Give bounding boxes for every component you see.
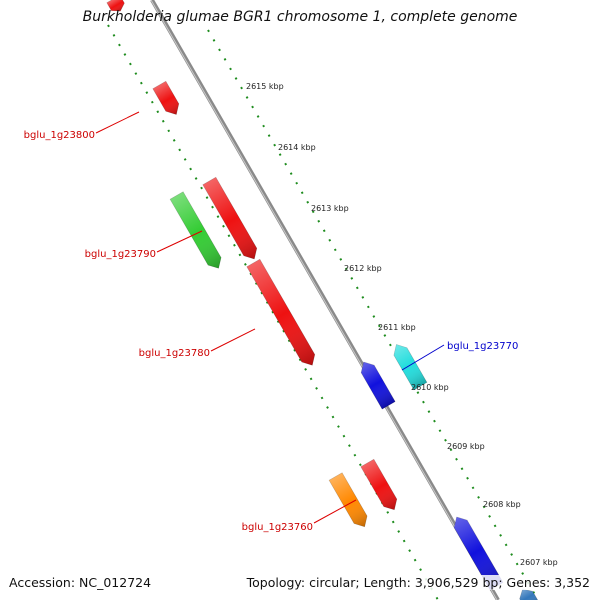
gene-feature-arrow[interactable] [152,80,183,118]
scale-label: 2609 kbp [447,442,485,451]
tick-track-outer [107,24,439,600]
chromosome-backbone-highlight [150,0,498,600]
gene-feature-arrow[interactable] [450,513,504,591]
leader-line [156,230,203,253]
accession-text: Accession: NC_012724 [9,575,152,590]
leader-line [313,499,357,524]
gene-feature-shading [170,191,222,269]
gene-feature-shading [360,459,397,510]
scale-label: 2608 kbp [483,500,521,509]
scale-label: 2612 kbp [344,264,382,273]
scale-label: 2611 kbp [378,323,416,332]
gene-features [106,0,540,600]
gene-feature-arrow[interactable] [246,258,319,369]
gene-feature-shading [202,177,257,259]
scale-labels: 2615 kbp 2614 kbp 2613 kbp 2612 kbp 2611… [246,82,558,567]
gene-label-bglu-1g23760[interactable]: bglu_1g23760 [242,522,313,533]
gene-label-bglu-1g23770[interactable]: bglu_1g23770 [447,341,518,352]
leader-line [401,344,445,371]
gene-label-bglu-1g23790[interactable]: bglu_1g23790 [85,249,156,260]
gene-feature-shading [106,0,125,12]
scale-label: 2610 kbp [411,383,449,392]
gene-feature-arrow[interactable] [202,176,261,262]
gene-feature-shading [152,81,179,115]
chromosome-backbone [150,0,500,600]
label-leaders [95,111,445,524]
gene-feature-shading [393,344,427,390]
gene-feature-shading [361,362,396,410]
genome-summary-text: Topology: circular; Length: 3,906,529 bp… [246,575,590,590]
gene-feature-arrow[interactable] [169,191,225,272]
gene-feature-arrow[interactable] [390,341,428,391]
gene-feature-arrow[interactable] [106,0,127,15]
gene-label-bglu-1g23780[interactable]: bglu_1g23780 [139,348,210,359]
leader-line [210,328,256,352]
gene-feature-shading [246,259,315,366]
gene-feature-shading [454,517,504,591]
scale-label: 2614 kbp [278,143,316,152]
gene-label-bglu-1g23800[interactable]: bglu_1g23800 [24,130,95,141]
genome-title: Burkholderia glumae BGR1 chromosome 1, c… [82,9,518,25]
gene-feature-arrow[interactable] [328,472,371,531]
gene-feature-arrow[interactable] [360,458,401,513]
tick-track-inner [207,29,539,600]
gene-feature-arrow[interactable] [357,358,396,410]
scale-label: 2607 kbp [520,558,558,567]
gene-feature-shading [329,472,368,527]
gene-labels: bglu_1g23800 bglu_1g23790 bglu_1g23780 b… [24,130,519,533]
leader-line [95,111,140,134]
scale-label: 2615 kbp [246,82,284,91]
scale-label: 2613 kbp [311,204,349,213]
